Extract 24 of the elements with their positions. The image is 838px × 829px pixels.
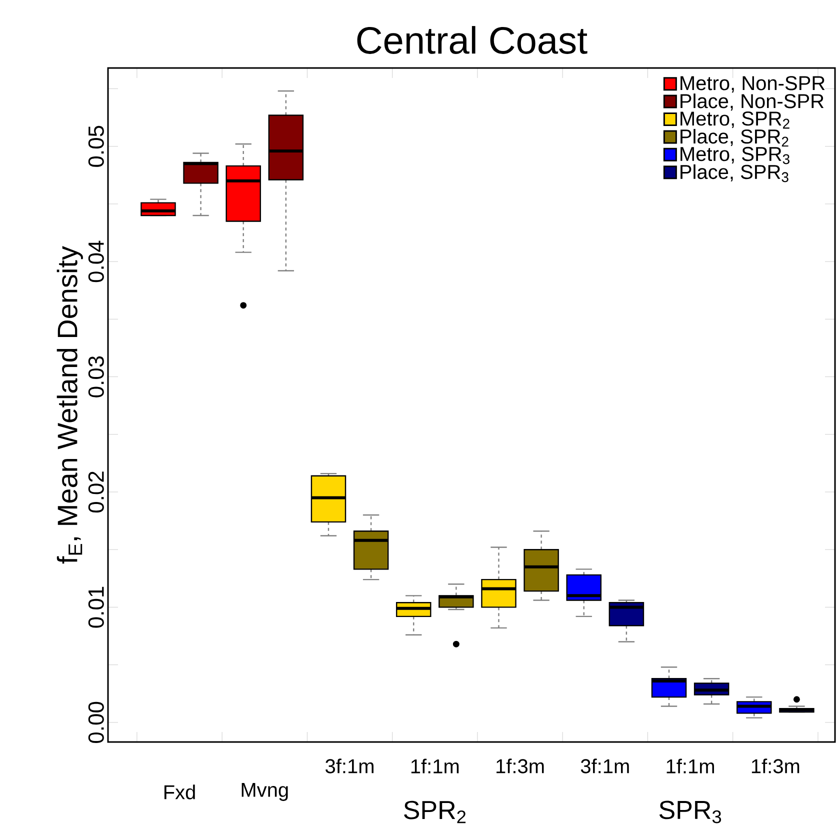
- x-tick-label: 1f:1m: [666, 758, 714, 774]
- text: SPR$_{3}$: [659, 800, 722, 824]
- legend-label: Metro, SPR$_{3}$: [680, 146, 790, 164]
- x-tick-label: 3f:1m: [580, 758, 629, 774]
- chart-title: Central Coast: [357, 26, 588, 54]
- y-tick-label: 0.00: [88, 702, 104, 743]
- x-tick-label: Fxd: [164, 784, 195, 800]
- y-tick-label: 0.02: [88, 472, 104, 513]
- legend-label: Metro, Non-SPR: [680, 76, 825, 93]
- x-tick-label: 1f:1m: [411, 758, 459, 774]
- y-tick-label: 0.05: [88, 126, 104, 167]
- text: SPR$_{2}$: [404, 800, 466, 824]
- legend-label: Place, SPR$_{3}$: [680, 164, 788, 182]
- x-tick-label: Mvng: [242, 783, 288, 801]
- x-tick-label: 3f:1m: [326, 758, 374, 774]
- y-tick-label: 0.01: [88, 586, 104, 628]
- y-tick-label: 0.03: [88, 356, 104, 398]
- y-tick-label: 0.04: [88, 240, 104, 282]
- y-axis-title: f$_{E}$, Mean Wetland Density: [56, 246, 83, 564]
- legend-label: Metro, SPR$_{2}$: [680, 112, 790, 129]
- x-tick-label: 1f:3m: [752, 758, 800, 774]
- legend-label: Place, SPR$_{2}$: [680, 128, 788, 147]
- legend-label: Place, Non-SPR: [680, 94, 824, 111]
- x-tick-label: 1f:3m: [496, 758, 544, 774]
